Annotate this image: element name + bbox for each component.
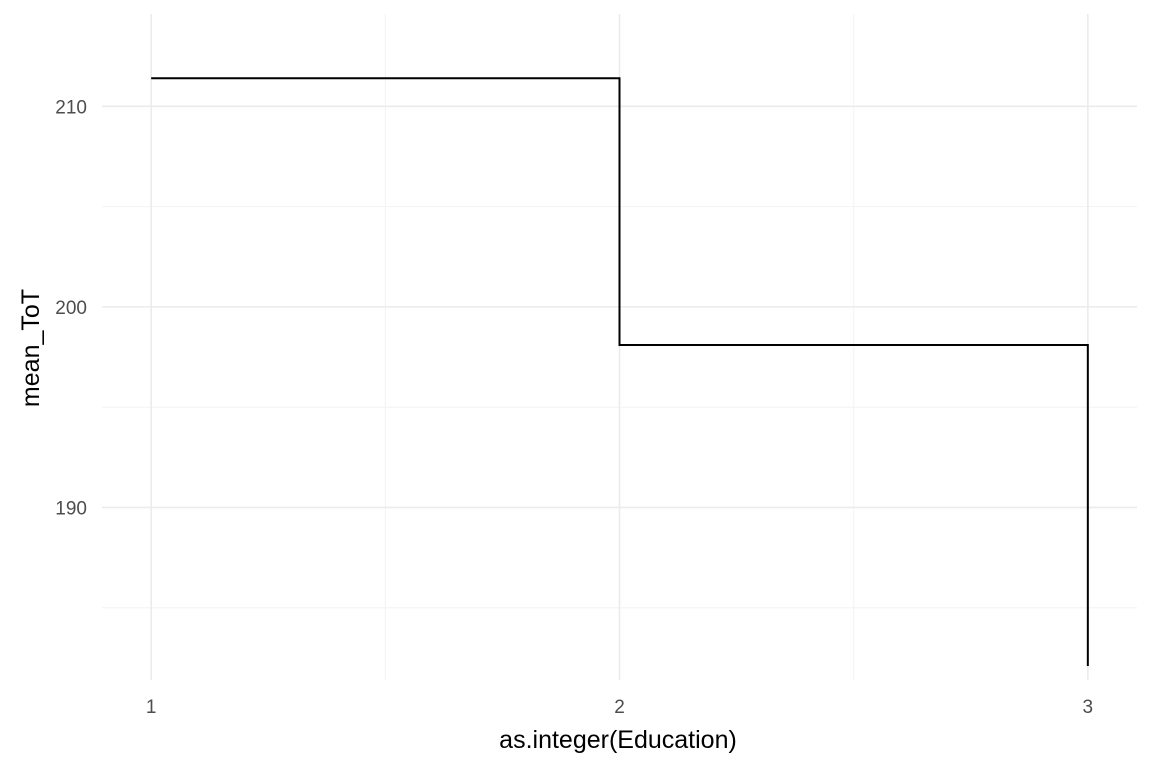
x-tick-label: 1 bbox=[146, 697, 157, 718]
y-tick-label: 210 bbox=[55, 97, 87, 118]
y-tick-label: 200 bbox=[55, 298, 87, 319]
x-tick-label: 3 bbox=[1083, 697, 1094, 718]
y-tick-label: 190 bbox=[55, 498, 87, 519]
x-axis-title: as.integer(Education) bbox=[499, 726, 737, 754]
series-layer bbox=[151, 77, 1089, 666]
x-axis-ticks: 1 2 3 bbox=[146, 697, 1093, 718]
y-axis-ticks: 190 200 210 bbox=[55, 97, 87, 519]
series-step-line bbox=[151, 77, 1089, 666]
y-axis-title: mean_ToT bbox=[17, 289, 45, 407]
x-tick-label: 2 bbox=[614, 697, 625, 718]
